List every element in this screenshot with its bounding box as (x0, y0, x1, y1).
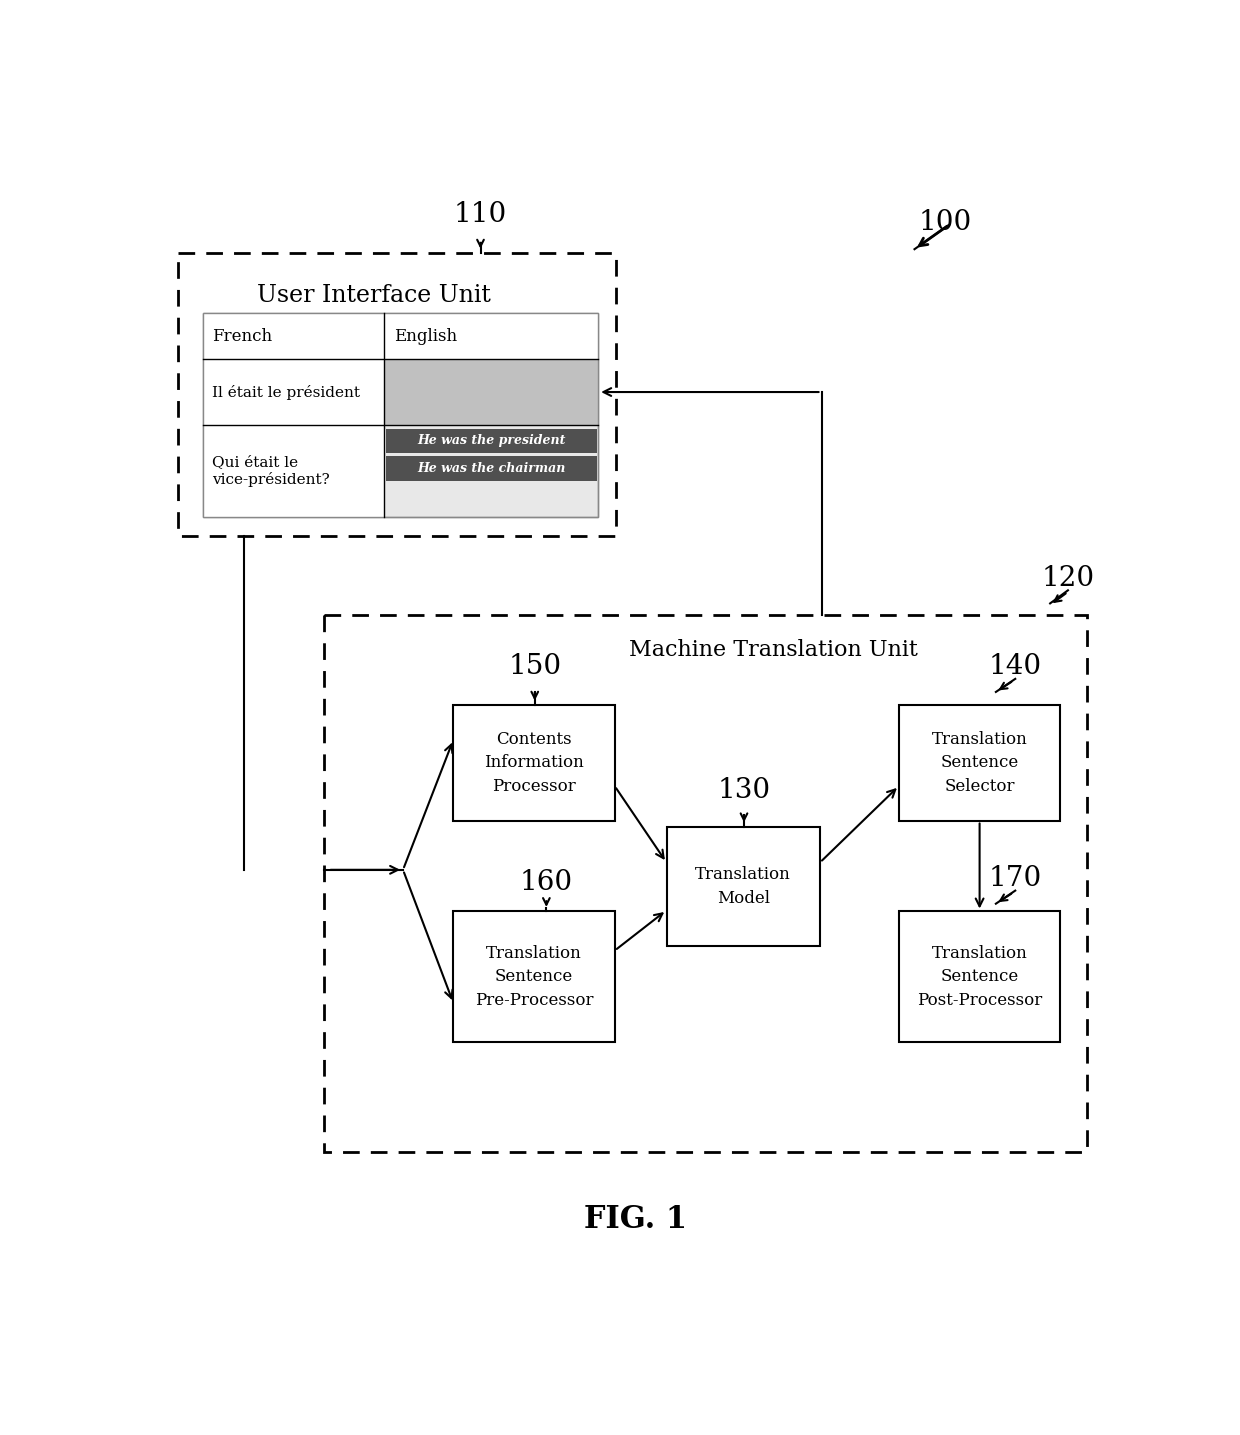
Text: 160: 160 (520, 870, 573, 895)
Text: 170: 170 (988, 865, 1042, 893)
Text: Translation
Sentence
Selector: Translation Sentence Selector (931, 730, 1028, 795)
FancyBboxPatch shape (203, 313, 598, 359)
Text: Il était le président: Il était le président (212, 385, 361, 399)
Text: English: English (394, 327, 456, 344)
FancyBboxPatch shape (454, 705, 615, 821)
FancyBboxPatch shape (203, 313, 384, 517)
Text: 110: 110 (454, 201, 507, 228)
FancyBboxPatch shape (667, 827, 820, 946)
Text: Translation
Model: Translation Model (696, 867, 791, 907)
FancyBboxPatch shape (899, 911, 1060, 1042)
Text: He was the president: He was the president (417, 435, 565, 448)
Text: 140: 140 (988, 653, 1042, 680)
FancyBboxPatch shape (386, 429, 596, 453)
Text: FIG. 1: FIG. 1 (584, 1204, 687, 1236)
FancyBboxPatch shape (203, 313, 598, 517)
FancyBboxPatch shape (384, 359, 598, 425)
FancyBboxPatch shape (899, 705, 1060, 821)
FancyBboxPatch shape (454, 911, 615, 1042)
Text: Machine Translation Unit: Machine Translation Unit (629, 639, 918, 660)
Text: Contents
Information
Processor: Contents Information Processor (484, 730, 584, 795)
Text: 150: 150 (508, 653, 562, 680)
Text: 100: 100 (919, 210, 972, 237)
Text: Qui était le
vice-président?: Qui était le vice-président? (212, 455, 330, 486)
Text: He was the chairman: He was the chairman (417, 462, 565, 475)
Text: Translation
Sentence
Pre-Processor: Translation Sentence Pre-Processor (475, 944, 593, 1009)
Text: User Interface Unit: User Interface Unit (257, 284, 491, 307)
Text: 130: 130 (718, 776, 770, 804)
Text: 120: 120 (1042, 565, 1095, 591)
Text: French: French (212, 327, 273, 344)
FancyBboxPatch shape (386, 456, 596, 481)
Text: Translation
Sentence
Post-Processor: Translation Sentence Post-Processor (916, 944, 1043, 1009)
